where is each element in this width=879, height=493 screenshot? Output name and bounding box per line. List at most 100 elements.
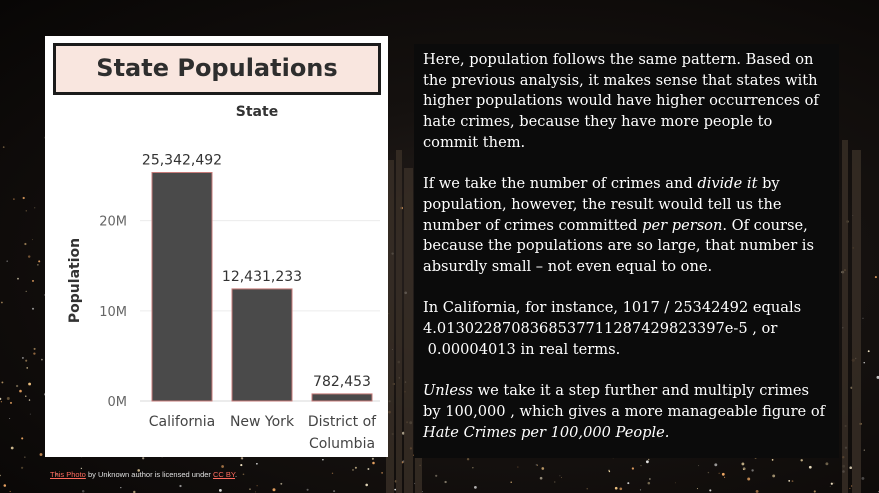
chart-title-box: State Populations: [53, 43, 381, 95]
city-light: [365, 483, 369, 487]
city-light: [696, 488, 698, 490]
license-link[interactable]: CC BY: [213, 470, 235, 479]
city-light: [240, 457, 243, 460]
city-light: [394, 488, 397, 491]
city-light: [21, 437, 24, 440]
data-label: 12,431,233: [222, 269, 302, 285]
city-light: [833, 482, 835, 484]
city-light: [241, 457, 244, 460]
city-light: [474, 486, 477, 489]
city-light: [721, 472, 725, 476]
city-light: [825, 462, 829, 466]
city-light: [13, 198, 15, 200]
city-light: [718, 472, 720, 474]
city-light: [771, 459, 774, 461]
column-header: State: [236, 104, 278, 120]
city-light: [41, 358, 43, 361]
city-light: [539, 476, 543, 480]
city-light: [647, 458, 650, 461]
bar: [311, 393, 373, 402]
city-light: [240, 464, 243, 467]
city-light: [25, 290, 27, 293]
city-light: [714, 463, 718, 467]
city-light: [29, 413, 31, 415]
city-light: [627, 482, 630, 485]
y-tick-label: 10M: [99, 305, 127, 320]
city-light: [874, 276, 877, 279]
city-light: [517, 466, 519, 468]
city-light: [32, 279, 34, 282]
paragraph-3-line-3: 0.00004013 in real terms.: [427, 340, 621, 358]
city-light: [829, 485, 831, 487]
city-light: [28, 382, 32, 386]
y-tick-label: 20M: [99, 215, 127, 230]
city-light: [614, 486, 618, 490]
city-light: [0, 397, 2, 401]
city-light: [608, 470, 611, 473]
city-light: [808, 465, 812, 469]
city-light: [120, 486, 122, 489]
city-light: [34, 207, 36, 209]
city-light: [24, 456, 26, 458]
skyline-building: [386, 160, 394, 493]
city-light: [849, 466, 852, 470]
city-light: [862, 317, 864, 319]
city-light: [0, 474, 1, 477]
x-tick-label: District of: [308, 414, 377, 430]
city-light: [422, 491, 423, 493]
skyline-building: [852, 150, 861, 493]
city-light: [242, 473, 245, 476]
credit-middle-text: by Unknown author is licensed under: [85, 470, 214, 479]
chart-title: State Populations: [96, 54, 338, 82]
city-light: [19, 389, 22, 393]
city-light: [306, 488, 309, 491]
photo-link[interactable]: This Photo: [50, 470, 86, 479]
city-light: [256, 485, 258, 487]
city-light: [800, 459, 803, 462]
city-light: [724, 476, 726, 478]
city-light: [37, 264, 39, 266]
city-light: [322, 458, 324, 461]
city-light: [10, 446, 14, 450]
city-light: [133, 490, 136, 493]
data-label: 25,342,492: [142, 153, 222, 169]
city-light: [1, 381, 4, 384]
city-light: [639, 489, 642, 491]
city-light: [586, 488, 588, 490]
city-light: [331, 472, 334, 474]
city-light: [861, 476, 865, 480]
city-light: [372, 461, 375, 465]
city-light: [466, 457, 470, 461]
city-light: [743, 469, 744, 470]
skyline-building: [404, 168, 413, 493]
city-light: [535, 464, 537, 466]
x-tick-label: California: [149, 414, 215, 430]
paragraph-3-line-2: 4.0130228708368537711287429823397e-5 , o…: [423, 320, 778, 338]
city-light: [142, 457, 145, 460]
chart-panel: State Populations State 0M 10M 20M Populatio…: [45, 36, 388, 457]
city-light: [21, 356, 24, 359]
city-light: [9, 401, 13, 404]
city-light: [741, 462, 745, 466]
bar: [231, 288, 293, 402]
city-light: [751, 469, 754, 472]
city-light: [25, 210, 27, 212]
city-light: [640, 465, 642, 467]
city-light: [561, 477, 562, 478]
city-light: [619, 487, 623, 491]
city-light: [25, 395, 27, 397]
city-light: [788, 479, 791, 482]
city-light: [867, 350, 870, 353]
bar: [151, 172, 213, 402]
city-light: [22, 196, 25, 200]
y-tick-label: 0M: [108, 395, 128, 410]
city-light: [367, 468, 370, 470]
city-light: [876, 375, 879, 379]
city-light: [2, 146, 5, 148]
city-light: [9, 490, 11, 493]
city-light: [256, 462, 258, 465]
city-light: [272, 488, 276, 492]
y-axis-label: Population: [67, 238, 83, 323]
city-light: [26, 367, 28, 369]
paragraph-1: Here, population follows the same patter…: [423, 50, 831, 154]
